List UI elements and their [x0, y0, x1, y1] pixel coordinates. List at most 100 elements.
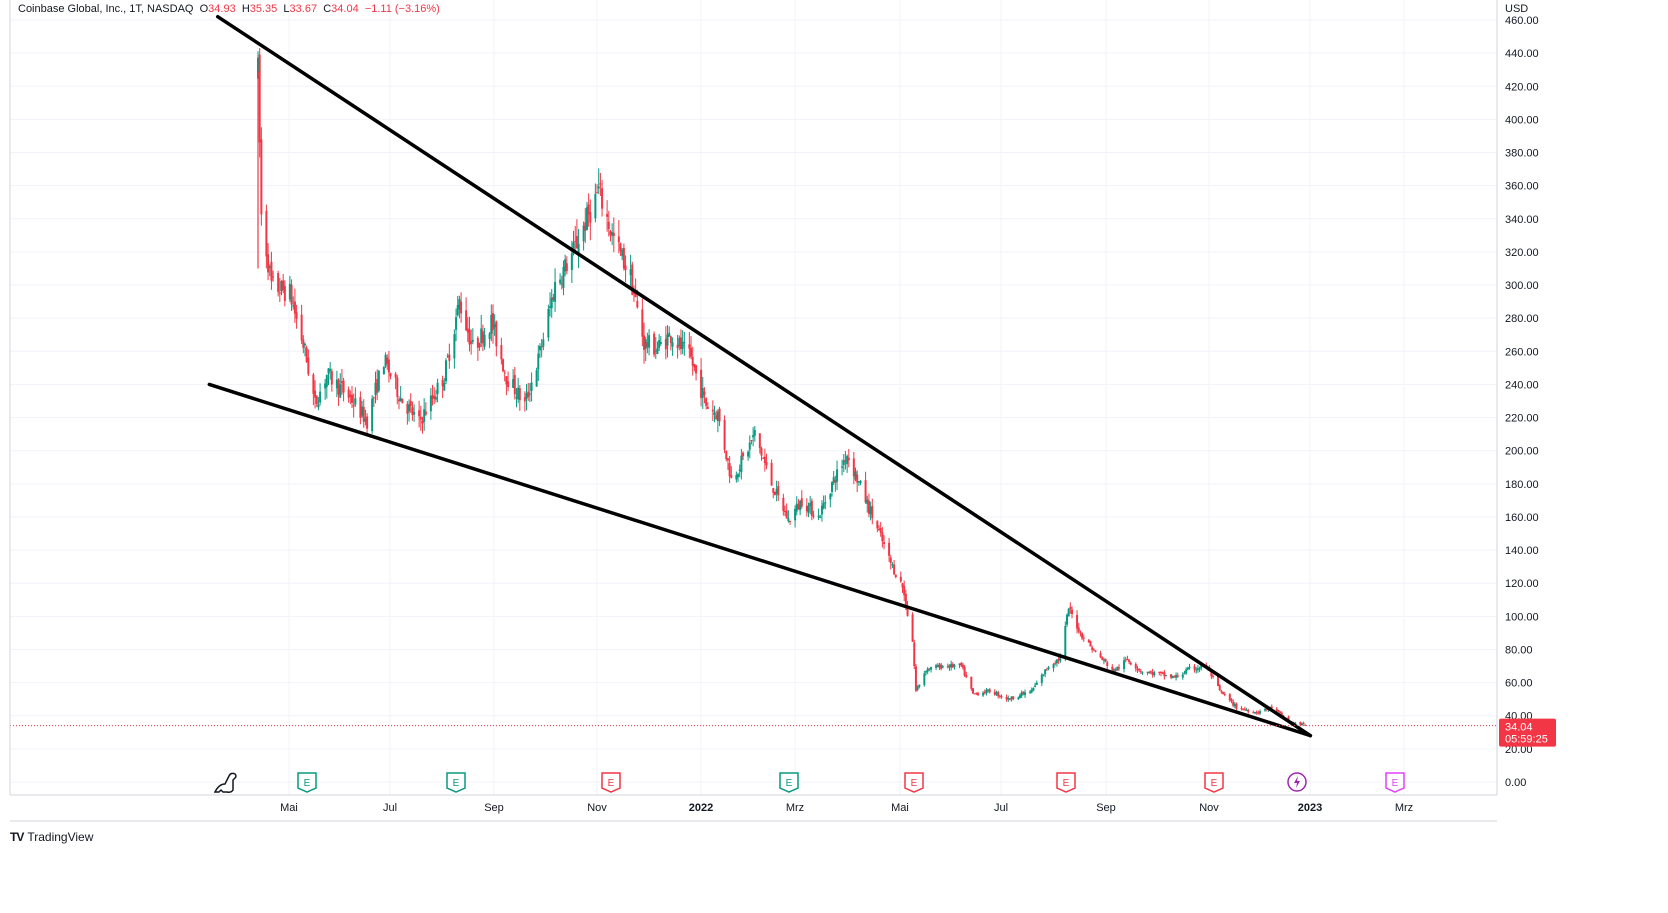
- candle-body: [282, 280, 285, 291]
- candle-body: [597, 186, 600, 189]
- candle-body: [1195, 669, 1198, 671]
- candle-body: [384, 354, 387, 367]
- candle-body: [350, 394, 353, 403]
- price-tick-label: 60.00: [1505, 678, 1533, 690]
- candle-body: [775, 488, 778, 494]
- candle-body: [1126, 659, 1129, 661]
- candle-body: [480, 328, 483, 344]
- candle-body: [413, 412, 416, 415]
- candle-body: [715, 415, 718, 420]
- candle-body: [387, 359, 390, 373]
- candle-body: [1024, 692, 1027, 696]
- earnings-label: E: [453, 778, 460, 789]
- candle-body: [762, 457, 765, 459]
- time-tick-label: 2023: [1298, 802, 1322, 814]
- candle-body: [507, 381, 510, 388]
- candle-body: [782, 497, 785, 512]
- candle-body: [664, 338, 667, 350]
- candle-body: [270, 261, 273, 281]
- candle-body: [1198, 668, 1201, 670]
- earnings-icon: E: [446, 772, 466, 793]
- time-tick-label: Mai: [280, 802, 298, 814]
- candle-body: [1087, 639, 1090, 643]
- candle-body: [1134, 664, 1137, 669]
- candle-body: [753, 429, 756, 436]
- open-value: 34.93: [208, 3, 236, 15]
- candle-body: [889, 557, 892, 563]
- candle-body: [478, 343, 481, 348]
- candle-body: [1008, 698, 1011, 700]
- candle-body: [883, 542, 886, 544]
- tradingview-brand[interactable]: TV TradingView: [10, 830, 93, 844]
- candle-body: [903, 586, 906, 596]
- candle-body: [594, 193, 597, 219]
- candle-body: [527, 391, 530, 397]
- candle-body: [653, 333, 656, 355]
- candle-body: [431, 395, 434, 399]
- candle-body: [810, 500, 813, 516]
- candle-body: [777, 485, 780, 496]
- candle-body: [293, 301, 296, 314]
- price-tick-label: 200.00: [1505, 446, 1539, 458]
- candle-body: [988, 689, 991, 693]
- candle-body: [760, 448, 763, 456]
- candle-body: [936, 665, 939, 668]
- candle-body: [411, 407, 414, 416]
- candle-body: [795, 503, 798, 512]
- candle-body: [1148, 671, 1151, 674]
- candle-body: [570, 253, 573, 270]
- candle-body: [1294, 722, 1297, 724]
- candle-body: [831, 482, 834, 492]
- candle-body: [1077, 627, 1080, 632]
- candle-body: [799, 500, 802, 511]
- candle-body: [347, 389, 350, 398]
- candle-body: [817, 515, 820, 518]
- candle-body: [752, 435, 755, 438]
- candle-body: [401, 398, 404, 404]
- candle-body: [606, 213, 609, 217]
- candle-body: [1042, 674, 1045, 676]
- price-tick-label: 0.00: [1505, 777, 1526, 789]
- candle-body: [617, 236, 620, 243]
- candle-body: [609, 231, 612, 236]
- price-tick-label: 400.00: [1505, 114, 1539, 126]
- candle-body: [1114, 669, 1117, 672]
- candle-body: [456, 304, 459, 316]
- candle-body: [1277, 709, 1280, 712]
- candle-body: [805, 505, 808, 512]
- candle-body: [1265, 708, 1268, 710]
- candle-body: [916, 686, 919, 690]
- candle-body: [970, 676, 973, 689]
- candle-body: [1128, 660, 1131, 662]
- candle-body: [904, 593, 907, 608]
- candle-body: [913, 642, 916, 667]
- high-label: H: [241, 3, 250, 15]
- candle-body: [691, 356, 694, 366]
- candle-body: [879, 528, 882, 533]
- candle-body: [899, 576, 902, 582]
- candle-body: [372, 397, 375, 399]
- candle-body: [288, 283, 291, 300]
- open-label: O: [199, 3, 209, 15]
- earnings-label: E: [786, 778, 793, 789]
- candle-body: [538, 346, 541, 351]
- candle-body: [399, 398, 402, 401]
- candle-body: [575, 236, 578, 249]
- candle-body: [458, 299, 461, 310]
- candle-body: [565, 263, 568, 272]
- candle-body: [574, 240, 577, 242]
- candle-body: [654, 350, 657, 352]
- candle-body: [460, 301, 463, 314]
- candle-body: [1007, 697, 1010, 700]
- candle-body: [1183, 672, 1186, 674]
- candle-body: [349, 394, 352, 397]
- candle-body: [547, 309, 550, 338]
- candle-body: [765, 461, 768, 466]
- earnings-label: E: [608, 778, 615, 789]
- candle-body: [641, 309, 644, 337]
- candle-body: [564, 259, 567, 272]
- candle-body: [1111, 666, 1114, 670]
- candle-body: [319, 391, 322, 403]
